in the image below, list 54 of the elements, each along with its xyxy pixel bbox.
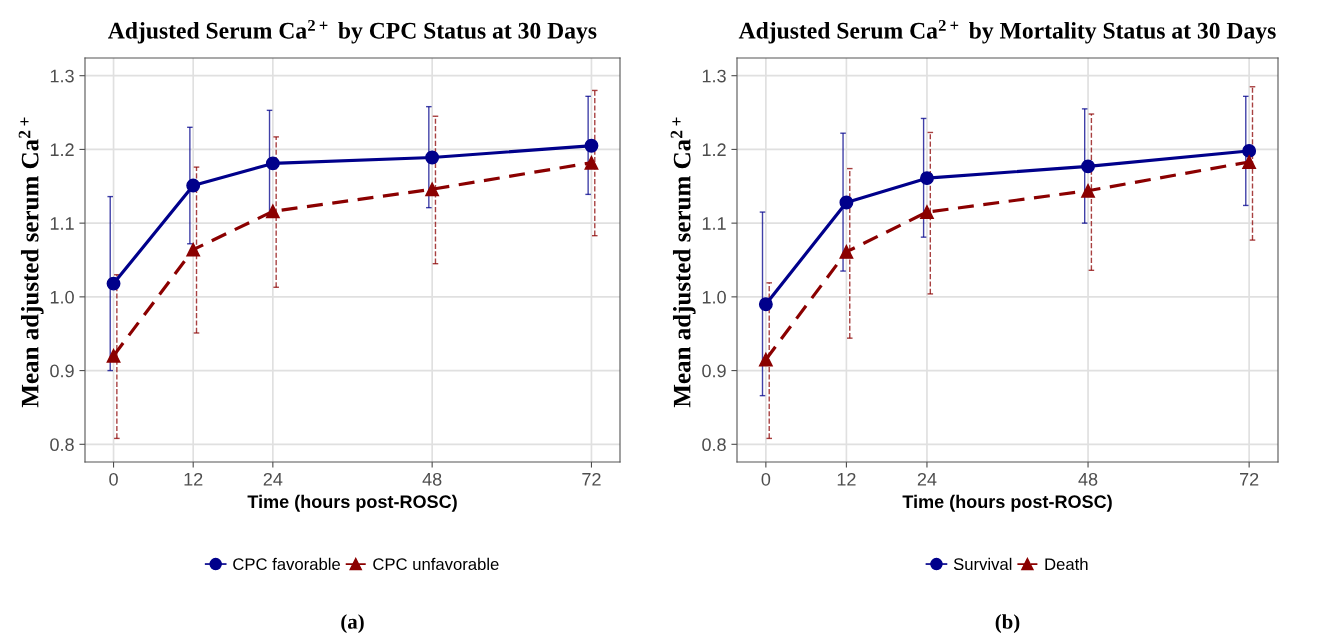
x-tick-label: 12 [837, 472, 856, 486]
y-tick-label: 1.3 [702, 69, 726, 83]
x-tick-label: 12 [184, 472, 203, 486]
y-tick-label: 0.8 [702, 438, 726, 452]
chart-title: Adjusted Serum Ca$^{2+}$ by CPC Status at 30 Days [108, 19, 597, 44]
point [265, 204, 280, 219]
y-tick-label: 1.2 [50, 143, 74, 156]
x-axis-title: Time (hours post-ROSC) [247, 494, 457, 512]
chart-title: Adjusted Serum Ca$^{2+}$ by Mortality Status at 30 Days [738, 19, 1276, 44]
point [425, 150, 440, 165]
point [425, 182, 440, 197]
x-tick-label: 24 [917, 472, 937, 486]
y-tick-label: 0.9 [50, 364, 74, 378]
point [920, 205, 934, 220]
point [106, 276, 121, 291]
legend-label: CPC unfavorable [373, 557, 499, 571]
point [106, 348, 121, 363]
y-axis-title: Mean adjusted serum Ca$^{2+}$ [18, 117, 44, 408]
x-tick-label: 48 [422, 472, 442, 486]
y-tick-label: 1.2 [702, 143, 726, 156]
point [758, 297, 773, 312]
legend-label: Death [1045, 557, 1088, 571]
x-tick-label: 48 [1078, 472, 1098, 486]
y-tick-label: 1.1 [50, 217, 74, 230]
point [1242, 155, 1257, 169]
y-tick-label: 1.0 [702, 290, 726, 304]
point [1081, 159, 1095, 174]
point [186, 178, 201, 193]
x-tick-label: 0 [109, 472, 118, 486]
point [186, 242, 201, 257]
point [920, 171, 934, 186]
y-axis-title: Mean adjusted serum Ca$^{2+}$ [670, 117, 696, 408]
point [265, 156, 280, 171]
x-tick-label: 72 [582, 472, 601, 486]
y-tick-label: 1.1 [702, 217, 726, 230]
y-tick-label: 1.3 [50, 69, 74, 83]
text: (a) [341, 614, 364, 634]
legend-label: CPC favorable [233, 557, 340, 571]
point [584, 155, 599, 170]
point [839, 195, 854, 210]
y-tick-label: 0.9 [702, 364, 726, 378]
point [758, 352, 773, 367]
legend-label: Survival [953, 557, 1012, 571]
point [1081, 183, 1095, 198]
x-tick-label: 0 [761, 472, 771, 486]
point [1242, 143, 1257, 158]
y-tick-label: 1.0 [50, 290, 74, 304]
x-axis-title: Time (hours post-ROSC) [902, 494, 1112, 512]
point [839, 244, 854, 259]
point [584, 138, 599, 153]
x-tick-label: 72 [1240, 472, 1259, 486]
x-tick-label: 24 [263, 472, 283, 486]
y-tick-label: 0.8 [50, 438, 74, 452]
text: (b) [995, 614, 1020, 634]
